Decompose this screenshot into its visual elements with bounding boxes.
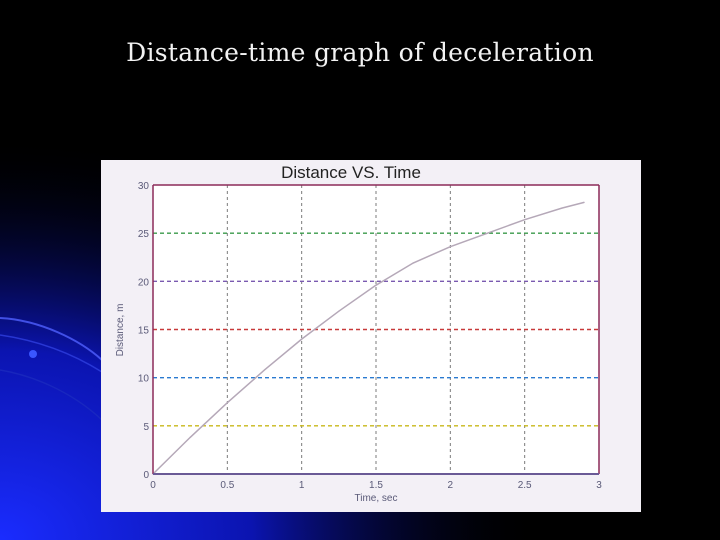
distance-time-chart: Distance VS. Time 0 0.5 1 1.5 2 2.5 3051015202…	[115, 163, 602, 504]
y-axis-label: Distance, m	[115, 304, 126, 357]
chart-figure: Distance VS. Time 0 0.5 1 1.5 2 2.5 3 0 5 10 15 20 2…	[101, 160, 641, 512]
data-point	[375, 284, 377, 286]
data-point	[263, 369, 266, 371]
y-tick-label: 20	[138, 277, 150, 288]
x-axis-label: Time, sec	[355, 493, 398, 504]
y-tick-label: 0	[143, 470, 149, 481]
slide-title: Distance-time graph of deceleration	[126, 38, 594, 67]
grid-layer	[153, 185, 599, 474]
data-point	[189, 436, 191, 438]
data-point	[561, 207, 563, 209]
x-tick-label: 0	[150, 480, 156, 491]
x-tick-label: 2	[448, 480, 454, 491]
swoosh-3	[0, 369, 103, 421]
y-tick-label: 25	[138, 229, 150, 240]
x-tick-label: 1	[299, 480, 305, 491]
y-tick-label: 15	[138, 326, 150, 337]
data-point	[338, 310, 340, 312]
data-point	[583, 201, 585, 203]
data-point	[301, 338, 303, 340]
y-tick-label: 10	[138, 374, 150, 385]
y-tick-label: 30	[138, 181, 150, 192]
swoosh-2	[0, 334, 103, 373]
glow-dot	[29, 350, 37, 358]
swoosh-1	[0, 317, 103, 361]
data-point	[449, 246, 451, 248]
y-tick-label: 5	[143, 422, 149, 433]
data-point	[486, 232, 489, 234]
plot-frame	[152, 184, 600, 475]
x-tick-label: 1.5	[369, 480, 383, 491]
chart-title: Distance VS. Time	[281, 163, 421, 182]
x-tick-label: 2.5	[518, 480, 532, 491]
x-tick-label: 0.5	[220, 480, 234, 491]
data-point	[226, 402, 228, 404]
data-point	[412, 262, 414, 264]
x-tick-label: 3	[596, 480, 602, 491]
data-point	[524, 219, 526, 221]
